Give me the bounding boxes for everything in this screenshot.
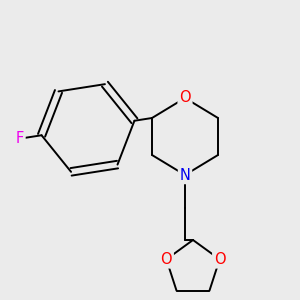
Text: N: N — [180, 167, 190, 182]
Text: F: F — [16, 131, 24, 146]
Text: O: O — [214, 252, 225, 267]
Text: O: O — [160, 252, 172, 267]
Text: O: O — [179, 91, 191, 106]
